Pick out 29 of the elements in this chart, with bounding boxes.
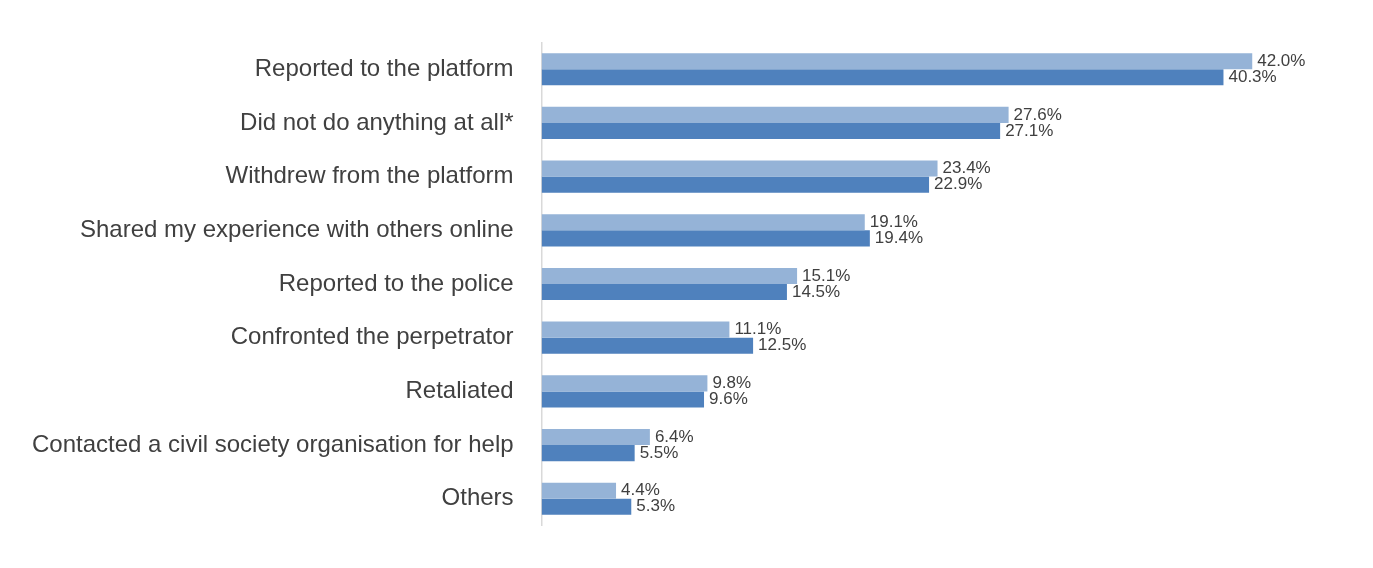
bar	[541, 122, 1001, 140]
data-label: 19.1%	[869, 211, 918, 231]
bar	[541, 160, 938, 177]
bar	[541, 214, 865, 231]
bar	[541, 391, 705, 408]
y-tick-label: Confronted the perpetrator	[230, 322, 514, 350]
y-tick-label: Shared my experience with others online	[80, 214, 514, 242]
y-tick-label: Reported to the platform	[254, 53, 514, 81]
bar	[541, 375, 708, 392]
bar	[541, 321, 730, 338]
bar	[541, 69, 1224, 86]
y-tick-label: Retaliated	[405, 376, 514, 403]
bar	[541, 106, 1009, 123]
bar	[541, 428, 650, 446]
bar	[541, 230, 870, 247]
y-tick-label: Withdrew from the platform	[225, 161, 514, 189]
bar	[541, 337, 754, 354]
data-label: 19.4%	[874, 228, 924, 248]
bar	[541, 176, 930, 193]
bar	[541, 482, 617, 499]
bar	[541, 284, 787, 301]
bar	[541, 53, 1253, 70]
bar	[541, 498, 632, 515]
bar	[541, 267, 798, 284]
y-tick-label: Contacted a civil society organisation for help	[32, 429, 514, 457]
bar	[541, 445, 635, 462]
y-tick-label: Others	[441, 483, 514, 511]
y-tick-label: Did not do anything at all*	[240, 107, 514, 135]
y-tick-label: Reported to the police	[278, 268, 514, 296]
